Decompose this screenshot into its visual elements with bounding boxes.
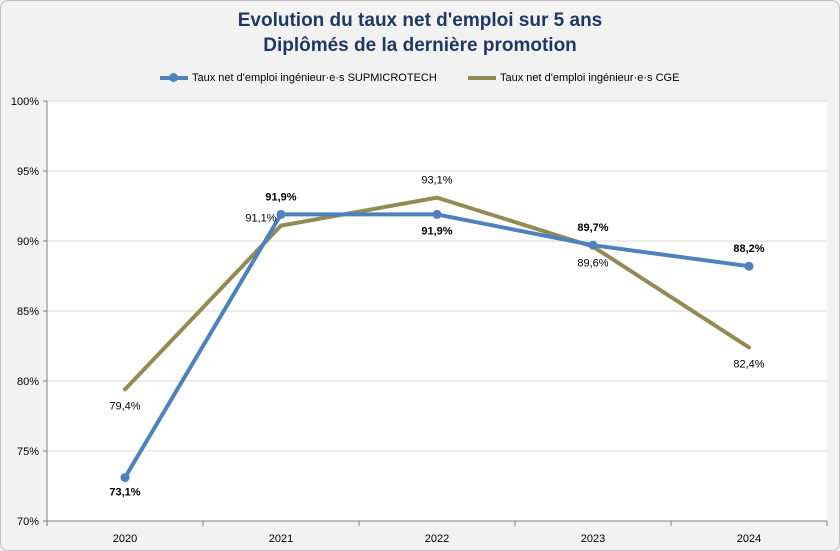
legend-swatch-cge — [468, 76, 496, 80]
data-label-1: 79,4% — [109, 400, 140, 412]
y-tick-label: 80% — [17, 376, 39, 388]
legend-item-cge: Taux net d'emploi ingénieur·e·s CGE — [468, 72, 679, 84]
data-point-0 — [276, 209, 286, 219]
data-label-1: 82,4% — [733, 358, 764, 370]
data-label-0: 91,9% — [421, 225, 452, 237]
data-label-0: 73,1% — [109, 487, 140, 499]
series-line-1 — [123, 195, 751, 392]
data-label-1: 91,1% — [245, 213, 276, 225]
x-tick-label: 2024 — [737, 533, 761, 545]
x-tick-label: 2022 — [425, 533, 449, 545]
x-tick-label: 2021 — [269, 533, 293, 545]
data-point-0 — [120, 473, 130, 483]
y-tick-label: 95% — [17, 166, 39, 178]
x-tick-label: 2023 — [581, 533, 605, 545]
data-label-0: 91,9% — [265, 191, 296, 203]
x-tick-label: 2020 — [113, 533, 137, 545]
y-tick-label: 70% — [17, 516, 39, 528]
chart-title-line-1: Evolution du taux net d'emploi sur 5 ans — [237, 10, 603, 31]
data-point-0 — [744, 261, 754, 271]
data-label-1: 89,6% — [577, 258, 608, 270]
data-label-0: 89,7% — [577, 222, 608, 234]
data-label-0: 88,2% — [733, 243, 764, 255]
legend-swatch-supmicrotech — [160, 73, 188, 82]
chart-title-line-2: Diplômés de la dernière promotion — [263, 35, 577, 56]
y-tick-label: 100% — [11, 96, 39, 108]
y-tick-label: 90% — [17, 236, 39, 248]
y-tick-label: 85% — [17, 306, 39, 318]
data-label-1: 93,1% — [421, 175, 452, 187]
legend-label-supmicrotech: Taux net d'emploi ingénieur·e·s SUPMICRO… — [192, 72, 437, 84]
legend-label-cge: Taux net d'emploi ingénieur·e·s CGE — [500, 72, 680, 84]
y-tick-label: 75% — [17, 446, 39, 458]
chart-title: Evolution du taux net d'emploi sur 5 ans… — [0, 8, 840, 58]
data-point-0 — [588, 240, 598, 250]
data-point-0 — [432, 209, 442, 219]
legend-item-supmicrotech: Taux net d'emploi ingénieur·e·s SUPMICRO… — [160, 72, 437, 84]
